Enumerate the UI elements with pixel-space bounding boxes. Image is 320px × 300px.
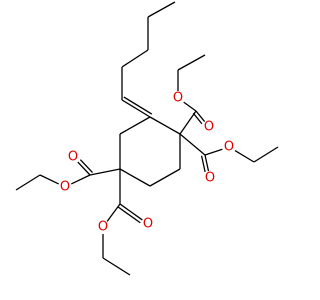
bond xyxy=(234,150,255,163)
bond xyxy=(71,174,91,185)
bond xyxy=(121,99,151,118)
atom-label: O xyxy=(224,140,234,155)
bond xyxy=(147,1,176,18)
bond xyxy=(149,116,181,135)
bond xyxy=(253,146,279,163)
bond xyxy=(117,206,141,224)
bond xyxy=(179,133,206,156)
bond xyxy=(39,174,59,185)
bond xyxy=(102,257,131,276)
atom-label: O xyxy=(205,171,215,186)
bond xyxy=(149,168,181,187)
bond xyxy=(119,168,151,187)
bond xyxy=(89,168,121,176)
bond xyxy=(106,203,121,222)
bond xyxy=(204,148,223,156)
bond xyxy=(177,54,206,71)
bond xyxy=(204,154,210,172)
bond xyxy=(15,174,41,191)
atom-label: O xyxy=(68,150,78,165)
atom-label: O xyxy=(98,220,108,235)
atom-label: O xyxy=(204,120,214,135)
bond xyxy=(119,203,143,221)
bond xyxy=(195,110,206,122)
bond xyxy=(121,49,149,68)
atom-label: O xyxy=(143,217,153,232)
bond xyxy=(183,101,197,112)
bond xyxy=(77,161,91,176)
atom-label: O xyxy=(60,180,70,195)
bond xyxy=(200,155,206,173)
bond xyxy=(119,116,151,135)
atom-label: O xyxy=(173,91,183,106)
bond xyxy=(79,159,94,174)
bond xyxy=(192,112,203,125)
bond xyxy=(123,96,153,115)
bond xyxy=(179,110,197,135)
